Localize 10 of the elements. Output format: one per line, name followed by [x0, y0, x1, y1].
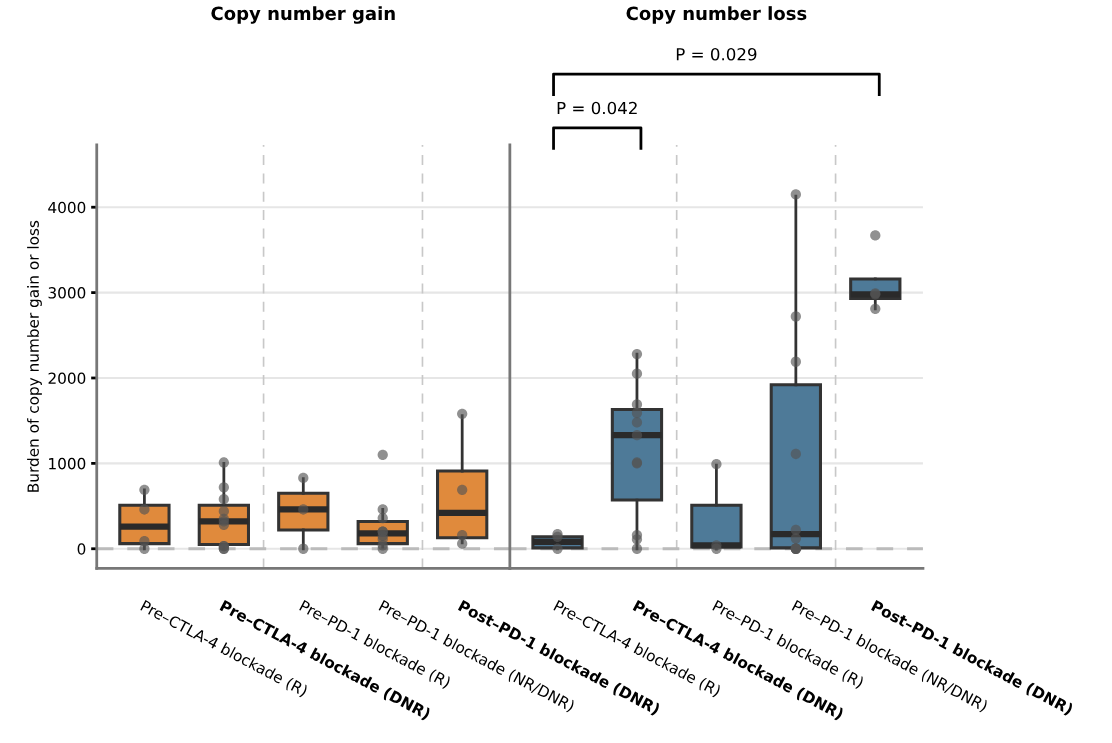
y-tick-label: 3000 [48, 287, 86, 299]
chart-title: Copy number loss [626, 6, 807, 24]
y-tick-label: 4000 [48, 201, 86, 214]
y-tick-label: 1000 [49, 457, 86, 470]
y-tick-label: 0 [77, 543, 86, 555]
y-tick-label: 2000 [48, 372, 86, 385]
y-axis-title: Burden of copy number gain or loss [27, 220, 42, 492]
text: P = 0.042 [557, 101, 637, 115]
chart-title: Copy number gain [211, 6, 395, 24]
text: P = 0.029 [676, 47, 757, 61]
